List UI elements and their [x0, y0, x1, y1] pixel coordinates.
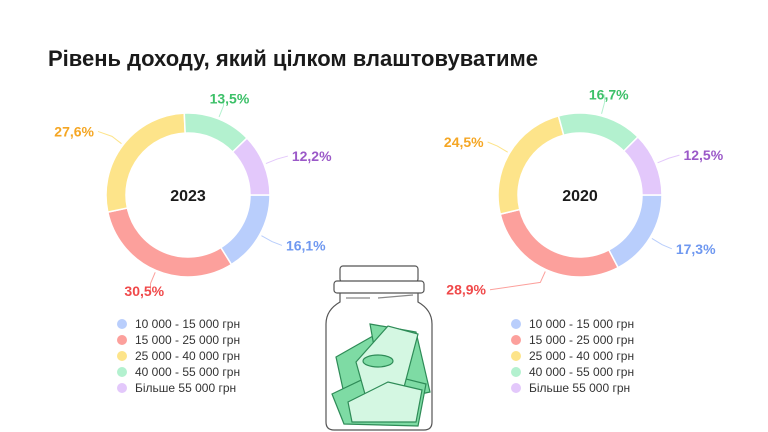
leader-line — [651, 238, 673, 250]
legend-item: 10 000 - 15 000 грн — [117, 316, 240, 332]
legend-dot-icon — [117, 319, 127, 329]
legend-item: Більше 55 000 грн — [117, 380, 240, 396]
legend-label: 10 000 - 15 000 грн — [529, 317, 635, 331]
data-label: 12,2% — [292, 148, 332, 164]
donut-slice — [607, 194, 663, 269]
leader-line — [657, 154, 680, 164]
data-label: 17,3% — [676, 241, 716, 257]
donut-slice — [499, 208, 620, 278]
legend-item: 15 000 - 25 000 грн — [117, 332, 240, 348]
legend-item: 15 000 - 25 000 грн — [511, 332, 634, 348]
legend-item: 40 000 - 55 000 грн — [511, 364, 634, 380]
data-label: 16,1% — [286, 237, 326, 253]
data-label: 16,7% — [589, 86, 629, 102]
donut-slice — [219, 194, 271, 266]
legend-item: 40 000 - 55 000 грн — [117, 364, 240, 380]
legend-label: 10 000 - 15 000 грн — [135, 317, 241, 331]
leader-line — [97, 130, 122, 145]
legend-dot-icon — [511, 319, 521, 329]
leader-line — [601, 94, 606, 114]
donut-slice — [622, 135, 663, 196]
chart-title: 2020 — [562, 188, 598, 205]
legend-label: 25 000 - 40 000 грн — [135, 349, 241, 363]
data-label: 24,5% — [444, 134, 484, 150]
legend-2023: 10 000 - 15 000 грн 15 000 - 25 000 грн 25… — [117, 316, 240, 396]
legend-label: 40 000 - 55 000 грн — [529, 365, 635, 379]
legend-label: 15 000 - 25 000 грн — [135, 333, 241, 347]
legend-item: 10 000 - 15 000 грн — [511, 316, 634, 332]
legend-dot-icon — [511, 383, 521, 393]
legend-label: 15 000 - 25 000 грн — [529, 333, 635, 347]
leader-line — [150, 272, 156, 291]
donut-slice — [231, 137, 271, 196]
data-label: 28,9% — [446, 282, 486, 298]
legend-2020: 10 000 - 15 000 грн 15 000 - 25 000 грн 25… — [511, 316, 634, 396]
legend-dot-icon — [117, 335, 127, 345]
legend-item: Більше 55 000 грн — [511, 380, 634, 396]
leader-line — [218, 98, 225, 118]
donut-slice — [106, 207, 233, 278]
legend-dot-icon — [117, 351, 127, 361]
legend-dot-icon — [511, 335, 521, 345]
jar-of-money-icon — [325, 265, 433, 431]
data-label: 12,5% — [683, 147, 723, 163]
legend-label: 40 000 - 55 000 грн — [135, 365, 241, 379]
legend-dot-icon — [117, 383, 127, 393]
data-label: 13,5% — [210, 90, 250, 106]
legend-item: 25 000 - 40 000 грн — [117, 348, 240, 364]
legend-dot-icon — [117, 367, 127, 377]
leader-line — [265, 155, 288, 165]
legend-dot-icon — [511, 367, 521, 377]
donut-slice — [497, 114, 565, 216]
donut-slice — [557, 112, 639, 153]
legend-label: 25 000 - 40 000 грн — [529, 349, 635, 363]
data-label: 27,6% — [54, 123, 94, 139]
leader-line — [261, 235, 283, 246]
legend-label: Більше 55 000 грн — [135, 381, 237, 395]
chart-title: 2023 — [170, 188, 206, 205]
leader-line — [489, 271, 546, 291]
legend-label: Більше 55 000 грн — [529, 381, 631, 395]
leader-line — [487, 141, 508, 153]
legend-item: 25 000 - 40 000 грн — [511, 348, 634, 364]
legend-dot-icon — [511, 351, 521, 361]
page-title: Рівень доходу, який цілком влаштовуватим… — [48, 46, 538, 71]
data-label: 30,5% — [124, 283, 164, 299]
